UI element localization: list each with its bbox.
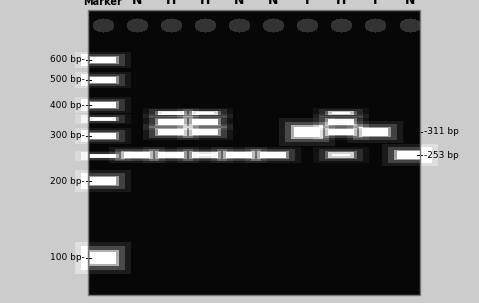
Text: 600 bp-: 600 bp- [50, 55, 85, 65]
Text: -253 bp: -253 bp [424, 151, 459, 159]
Text: N: N [132, 0, 142, 7]
Text: N: N [234, 0, 244, 7]
Text: Marker: Marker [83, 0, 123, 7]
Text: -311 bp: -311 bp [424, 128, 459, 136]
Text: H: H [166, 0, 176, 7]
Text: 100 bp-: 100 bp- [50, 254, 85, 262]
Text: N: N [268, 0, 278, 7]
Text: I: I [305, 0, 309, 7]
Text: H: H [336, 0, 346, 7]
Text: 300 bp-: 300 bp- [50, 132, 85, 141]
Bar [88, 10, 420, 295]
Text: 500 bp-: 500 bp- [50, 75, 85, 85]
Text: H: H [200, 0, 210, 7]
Text: 400 bp-: 400 bp- [50, 101, 85, 109]
Text: 200 bp-: 200 bp- [50, 177, 85, 185]
Text: N: N [405, 0, 415, 7]
Text: I: I [373, 0, 377, 7]
